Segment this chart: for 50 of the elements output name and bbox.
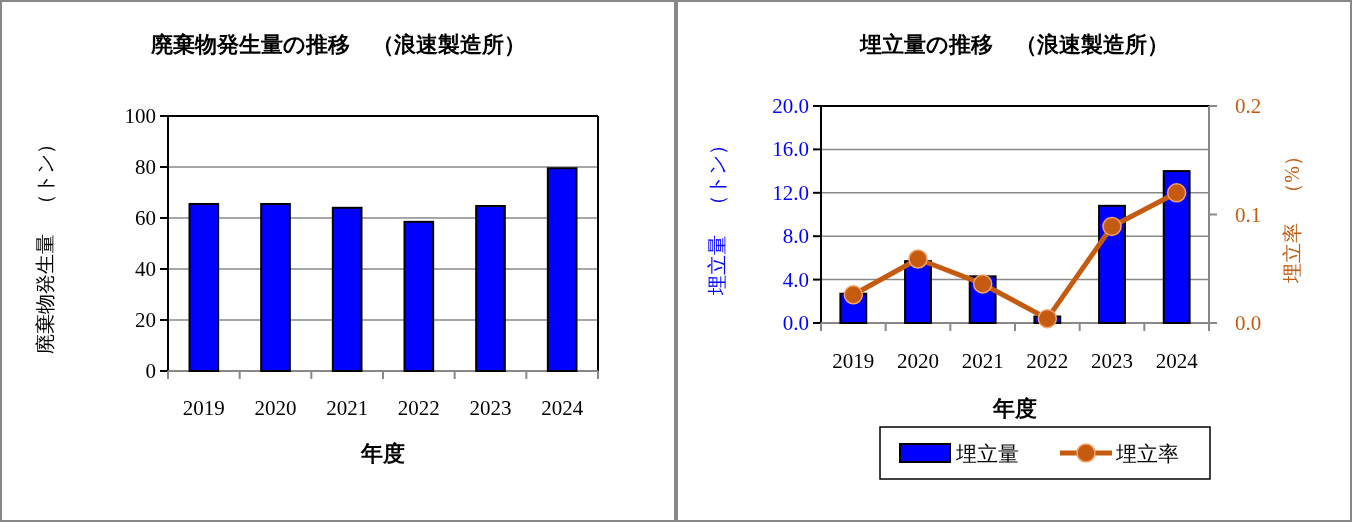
y-tick-label: 8.0: [782, 224, 809, 249]
y2-tick-label: 0.0: [1235, 311, 1262, 335]
x-tick-label: 2024: [541, 396, 584, 420]
x-tick-label: 2019: [182, 396, 225, 420]
legend-label: 埋立率: [1115, 442, 1179, 466]
y-tick-label: 40: [135, 257, 156, 281]
point: [908, 249, 928, 269]
x-axis-title: 年度: [360, 441, 405, 466]
y-tick-label: 0: [145, 359, 156, 383]
bar: [260, 202, 291, 372]
bar: [546, 167, 578, 372]
legend-label: 埋立量: [955, 442, 1019, 466]
y2-axis-title: 埋立率 （%）: [1281, 146, 1303, 284]
x-tick-label: 2021: [326, 396, 369, 420]
y-tick-label: 20.0: [772, 94, 809, 118]
bar: [403, 220, 435, 372]
x-tick-label: 2021: [961, 349, 1004, 373]
y-tick-label: 16.0: [772, 137, 809, 162]
y2-tick-label: 0.2: [1235, 94, 1262, 118]
y-axis-title: 廃棄物発生量 （トン）: [34, 133, 56, 354]
point: [843, 285, 864, 305]
x-tick-label: 2019: [832, 349, 875, 373]
y-tick-label: 80: [135, 155, 156, 179]
x-tick-label: 2020: [897, 349, 939, 373]
x-tick-label: 2022: [397, 396, 440, 420]
y-tick-label: 0.0: [782, 311, 809, 335]
point: [1037, 308, 1058, 329]
x-tick-label: 2022: [1026, 349, 1069, 373]
y-tick-label: 12.0: [772, 180, 809, 205]
y-tick-label: 4.0: [782, 267, 809, 292]
point: [1102, 216, 1122, 237]
x-tick-label: 2023: [469, 396, 512, 420]
x-axis-title: 年度: [992, 396, 1037, 421]
y-tick-label: 100: [124, 104, 156, 128]
bar: [904, 260, 932, 324]
point: [972, 274, 993, 294]
chart-title: 廃棄物発生量の推移 （浪速製造所）: [149, 32, 526, 57]
x-tick-label: 2023: [1091, 349, 1133, 373]
y-axis-title: 埋立量 （トン）: [706, 134, 728, 296]
bar: [1162, 170, 1191, 324]
bar: [188, 202, 220, 372]
y-tick-label: 60: [135, 206, 156, 230]
y2-tick-label: 0.1: [1235, 202, 1262, 227]
bar: [475, 205, 506, 372]
point: [1166, 183, 1187, 203]
x-tick-label: 2024: [1155, 349, 1199, 373]
bar: [331, 206, 363, 372]
chart-title: 埋立量の推移 （浪速製造所）: [858, 32, 1169, 57]
x-tick-label: 2020: [254, 396, 297, 420]
y-tick-label: 20: [135, 308, 156, 332]
